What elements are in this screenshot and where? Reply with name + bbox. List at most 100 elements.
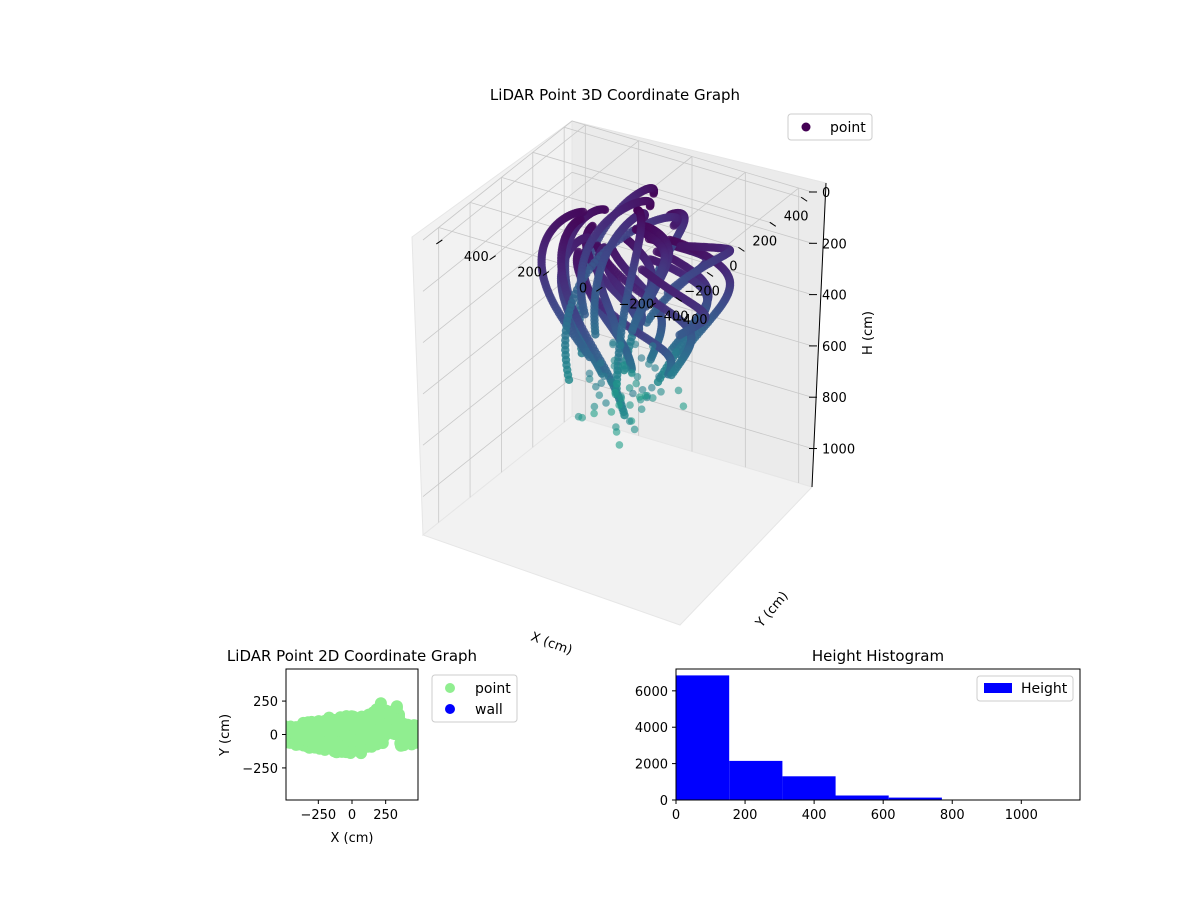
scatter-point-2d (386, 712, 399, 725)
scatter-point-3d (615, 441, 624, 449)
legend-2d-label-wall: wall (475, 702, 503, 718)
scatter-point-3d (629, 389, 637, 398)
plot-3d-title: LiDAR Point 3D Coordinate Graph (490, 86, 740, 104)
y-tick-label-3d: −400 (672, 313, 708, 328)
histogram-x-tick-label: 400 (802, 808, 827, 823)
grid-line-z-left (422, 325, 573, 446)
plot-2d: LiDAR Point 2D Coordinate Graph −250 0 250… (218, 647, 518, 846)
grid-line-z-back (571, 223, 813, 295)
scatter-point-3d (607, 408, 616, 416)
scatter-point-3d (585, 352, 594, 362)
scatter-point-3d (585, 375, 594, 383)
grid-line-z-back (571, 325, 813, 398)
legend-2d-label-point: point (475, 681, 511, 697)
x-ticks-3d: −400 −200 0 200 400 (653, 196, 809, 324)
legend-2d: point wall (431, 674, 518, 723)
scatter-point-3d (597, 379, 606, 387)
histogram-x-tick-label: 0 (672, 808, 680, 823)
z-ticks: 0 200 400 600 800 1000 (809, 186, 855, 458)
x-axis-label-2d: X (cm) (331, 831, 374, 846)
scatter-point-3d (637, 354, 646, 362)
scatter-point-3d (591, 330, 600, 339)
scatter-point-2d (286, 721, 298, 734)
x-tick-label-3d: 200 (752, 234, 777, 249)
scatter-point-3d (630, 425, 639, 434)
z-tick-label: 400 (822, 289, 847, 304)
histogram-title: Height Histogram (812, 647, 944, 665)
y-tick-label-2d: 250 (253, 695, 278, 710)
scatter-point-3d (609, 340, 617, 349)
histogram-y-tick-label: 6000 (635, 685, 668, 700)
scatter-point-3d (631, 340, 640, 349)
x-tick-label-3d: −200 (684, 284, 720, 299)
scatter-point-3d (679, 402, 688, 411)
histogram-y-tick-label: 2000 (635, 758, 668, 773)
scatter-point-3d (675, 330, 684, 340)
y-tick-label-3d: 0 (579, 282, 587, 297)
x-tick-label-3d: 0 (729, 259, 737, 274)
z-tick-label: 600 (822, 340, 847, 355)
scatter-point-2d (390, 701, 403, 714)
scatter-point-3d (602, 399, 610, 407)
histogram-bar (729, 760, 783, 800)
scatter-point-2d (329, 738, 342, 751)
x-tick-label-2d: 0 (348, 808, 356, 823)
scatter-point-3d (648, 342, 657, 350)
legend-3d-box (787, 113, 873, 141)
grid-3d (422, 120, 813, 523)
scatter-point-3d (655, 372, 663, 381)
scatter-point-3d (638, 386, 647, 394)
histogram-frame (675, 668, 1081, 801)
scatter-point-2d (355, 747, 367, 760)
z-tick-label: 1000 (822, 443, 855, 458)
scatter-point-3d (612, 423, 620, 431)
grid-line-y-floor (436, 124, 586, 245)
legend-3d-label-point: point (830, 120, 866, 136)
scatter-point-3d (590, 402, 599, 411)
scatter-point-3d (625, 417, 634, 426)
y-tick-mark-3d (489, 255, 496, 261)
scatter-point-2d (356, 727, 368, 740)
x-tick-mark-3d (800, 196, 808, 202)
histogram-x-tick-label: 200 (733, 808, 758, 823)
grid-line-z-back (571, 171, 813, 244)
scatter-point-2d (375, 728, 388, 741)
scatter-point-3d (641, 392, 650, 400)
scatter-point-2d (330, 717, 343, 730)
scatter-point-2d (339, 728, 352, 741)
legend-histogram-box (976, 675, 1074, 702)
y-axis-label-2d: Y (cm) (218, 714, 233, 757)
scatter-point-3d (611, 390, 620, 399)
grid-line-z-back (571, 120, 813, 193)
x-tick-label-2d: 250 (373, 808, 398, 823)
legend-3d: point (787, 113, 873, 141)
scatter-point-3d (585, 369, 594, 378)
scatter-point-3d (674, 386, 683, 395)
scatter-point-3d (564, 375, 574, 384)
scatter-point-3d (632, 379, 640, 388)
z-tick-label: 200 (822, 237, 847, 252)
scatter-point-3d (610, 356, 619, 365)
legend-histogram: Height (976, 675, 1074, 702)
x-tick-label-2d: −250 (300, 808, 336, 823)
scatter-point-2d (345, 745, 358, 758)
y-tick-mark-3d (436, 239, 443, 245)
scatter-point-2d (313, 742, 326, 755)
scatter-point-2d (317, 715, 330, 728)
histogram-x-tick-label: 1000 (1005, 808, 1038, 823)
scatter-point-3d (621, 364, 630, 373)
scatter-point-3d (607, 378, 615, 386)
scatter-point-3d (615, 401, 623, 409)
y-tick-label-3d: −200 (618, 297, 654, 312)
histogram-bar (676, 675, 730, 800)
grid-line-z-left (422, 171, 573, 292)
histogram-ticks: 0 200 400 600 800 1000 0 2000 4000 6000 (635, 685, 1038, 823)
y-tick-mark-3d (542, 271, 550, 276)
legend-3d-marker-point (801, 122, 811, 132)
scatter-point-3d (628, 369, 636, 378)
ticks-2d: −250 0 250 250 0 −250 (242, 695, 398, 823)
scatter-point-3d (625, 384, 634, 392)
histogram-y-tick-label: 4000 (635, 721, 668, 736)
plot-histogram: Height Histogram 0 200 400 600 800 1000 0 2000 4… (635, 647, 1081, 823)
